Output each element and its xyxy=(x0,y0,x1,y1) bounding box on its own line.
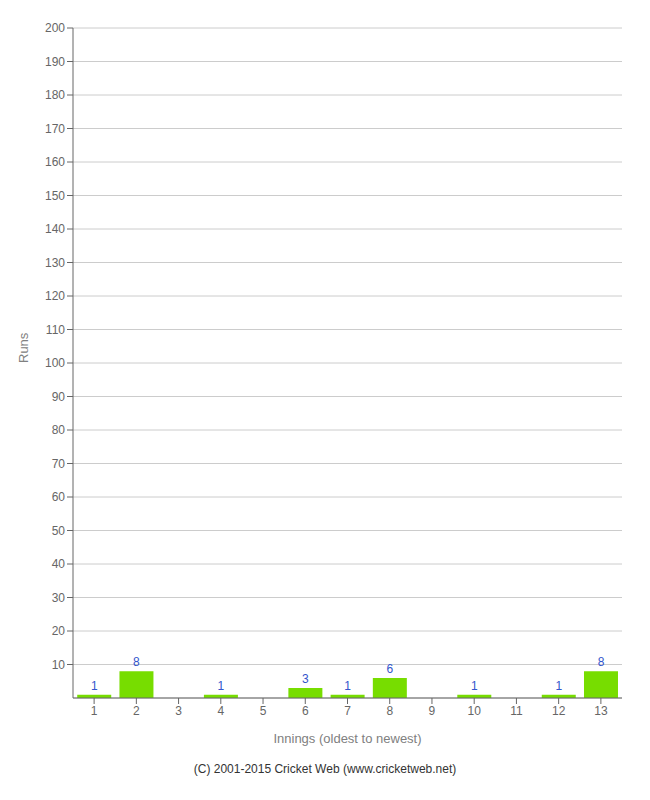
svg-text:160: 160 xyxy=(45,155,65,169)
svg-text:110: 110 xyxy=(46,323,65,337)
svg-text:3: 3 xyxy=(175,704,182,718)
svg-text:200: 200 xyxy=(45,21,65,35)
svg-text:40: 40 xyxy=(52,557,66,571)
svg-text:1: 1 xyxy=(218,679,225,693)
svg-text:1: 1 xyxy=(91,704,98,718)
svg-text:1: 1 xyxy=(471,679,478,693)
svg-text:8: 8 xyxy=(598,655,605,669)
svg-text:20: 20 xyxy=(52,624,66,638)
svg-text:12: 12 xyxy=(552,704,566,718)
svg-text:8: 8 xyxy=(133,655,140,669)
svg-text:170: 170 xyxy=(45,122,65,136)
svg-text:130: 130 xyxy=(45,256,65,270)
svg-text:2: 2 xyxy=(133,704,140,718)
svg-text:10: 10 xyxy=(52,658,66,672)
svg-text:1: 1 xyxy=(91,679,98,693)
svg-text:50: 50 xyxy=(52,524,66,538)
svg-text:150: 150 xyxy=(45,189,65,203)
svg-text:190: 190 xyxy=(45,55,65,69)
svg-text:4: 4 xyxy=(217,704,224,718)
svg-text:60: 60 xyxy=(52,490,66,504)
svg-text:10: 10 xyxy=(468,704,482,718)
svg-text:100: 100 xyxy=(45,356,65,370)
svg-text:7: 7 xyxy=(344,704,351,718)
svg-text:140: 140 xyxy=(45,222,65,236)
svg-text:13: 13 xyxy=(594,704,608,718)
svg-text:9: 9 xyxy=(429,704,436,718)
svg-text:6: 6 xyxy=(386,662,393,676)
svg-text:Runs: Runs xyxy=(16,332,31,363)
svg-text:1: 1 xyxy=(344,679,351,693)
html-text:(C) 2001-2015 Cricket Web (www: (C) 2001-2015 Cricket Web (www.cricketwe… xyxy=(193,762,457,776)
svg-text:11: 11 xyxy=(510,704,523,718)
svg-text:3: 3 xyxy=(302,672,309,686)
svg-text:90: 90 xyxy=(52,390,66,404)
svg-text:70: 70 xyxy=(52,457,66,471)
svg-text:1: 1 xyxy=(555,679,562,693)
svg-text:5: 5 xyxy=(260,704,267,718)
svg-text:30: 30 xyxy=(52,591,66,605)
svg-text:8: 8 xyxy=(386,704,393,718)
svg-text:120: 120 xyxy=(45,289,65,303)
svg-text:6: 6 xyxy=(302,704,309,718)
svg-text:Innings (oldest to newest): Innings (oldest to newest) xyxy=(273,731,421,746)
svg-text:80: 80 xyxy=(52,423,66,437)
svg-text:180: 180 xyxy=(45,88,65,102)
